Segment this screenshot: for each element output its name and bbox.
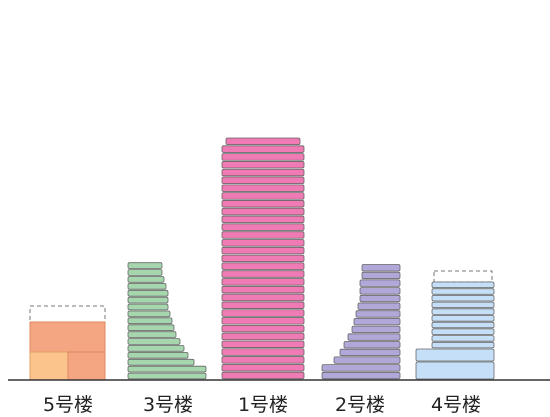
floor-slab (339, 348, 401, 357)
floor-slab (127, 289, 169, 297)
floor-slab (431, 308, 495, 315)
floor-slab (431, 328, 495, 335)
floor-slab (127, 303, 169, 311)
floor-slab (221, 324, 305, 333)
floor-slab (127, 338, 181, 345)
floor-slab (221, 278, 305, 286)
floor-slab (221, 270, 305, 278)
floor-slab (221, 153, 305, 161)
floor-slab (221, 239, 305, 247)
floor-slab (359, 287, 401, 295)
floor-slab (221, 207, 305, 216)
building-2 (321, 264, 401, 380)
floor-slab (221, 348, 305, 356)
floor-slab (357, 302, 401, 310)
floor-slab (361, 264, 401, 272)
floor-slab (127, 351, 189, 359)
building-5 (29, 305, 106, 381)
floor-slab (431, 321, 495, 329)
floor-slab (221, 293, 305, 302)
floor-slab (221, 145, 305, 153)
floor-slab (221, 301, 305, 309)
floor-slab (347, 333, 401, 341)
floor-slab (221, 246, 305, 255)
floor-slab (221, 363, 305, 372)
floor-slab (221, 285, 305, 294)
floor-slab (431, 335, 495, 342)
floor-slab (321, 371, 401, 380)
floor-slab (127, 282, 167, 290)
building-5-base-right (67, 351, 106, 381)
floor-slab (321, 364, 401, 372)
building-1-label: 1号楼 (237, 394, 289, 416)
floor-slab (127, 372, 207, 380)
floor-slab (221, 317, 305, 325)
floor-slab (221, 254, 305, 263)
building-5-label: 5号楼 (42, 394, 94, 416)
building-1 (221, 137, 305, 380)
floor-slab (221, 215, 305, 224)
floor-slab (359, 294, 401, 303)
floor-slab (221, 184, 305, 192)
floor-slab (221, 176, 305, 185)
floor-slab (127, 345, 185, 352)
building-4 (415, 270, 495, 380)
building-2-label: 2号楼 (334, 394, 386, 416)
floor-slab (221, 332, 305, 341)
floor-slab (221, 231, 305, 239)
floor-slab (127, 358, 195, 366)
floor-slab (333, 356, 401, 364)
floor-slab (221, 200, 305, 208)
floor-slab (431, 341, 495, 349)
floor-slab (221, 356, 305, 364)
floor-slab (431, 281, 495, 288)
building-3-label: 3号楼 (142, 394, 194, 416)
floor-slab (221, 262, 305, 270)
floor-slab (431, 288, 495, 295)
floor-slab (221, 309, 305, 317)
floor-slab (225, 137, 301, 146)
floor-slab (415, 361, 495, 380)
floor-slab (343, 341, 401, 349)
floor-slab (431, 294, 495, 302)
floor-slab (127, 324, 175, 331)
floor-slab (127, 276, 165, 283)
floor-slab (415, 348, 495, 362)
floor-slab (127, 262, 163, 269)
floor-slab (355, 310, 401, 318)
floor-slab (221, 168, 305, 177)
floor-slab (127, 317, 173, 325)
floor-slab (127, 365, 207, 373)
planned-floor-outline (433, 270, 493, 283)
building-3 (127, 262, 207, 380)
floor-slab (127, 310, 171, 318)
building-5-upper-block (29, 321, 106, 353)
floor-slab (221, 192, 305, 200)
floor-slab (351, 325, 401, 334)
planned-floor-outline (29, 305, 106, 323)
floor-slab (221, 340, 305, 348)
floor-slab (431, 315, 495, 322)
floor-slab (221, 371, 305, 380)
floor-slab (221, 223, 305, 231)
floor-slab (361, 271, 401, 280)
floor-slab (353, 317, 401, 326)
floor-slab (127, 269, 163, 276)
building-5-base-left (29, 351, 69, 381)
floor-slab (431, 301, 495, 309)
floor-slab (221, 161, 305, 169)
floor-slab (127, 296, 169, 304)
floor-slab (127, 331, 177, 338)
floor-slab (359, 279, 401, 287)
building-4-label: 4号楼 (430, 394, 482, 416)
